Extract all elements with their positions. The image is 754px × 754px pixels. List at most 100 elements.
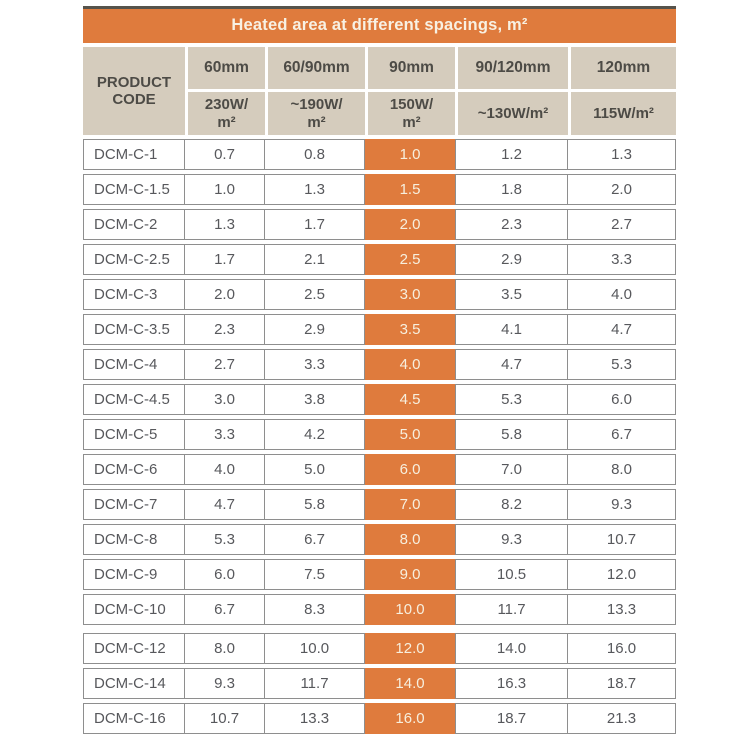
value-cell: 9.3 <box>185 668 265 699</box>
product-code-cell: DCM-C-4 <box>83 349 185 380</box>
column-header-spacing: 90/120mm <box>455 47 568 89</box>
value-cell: 2.0 <box>568 174 676 205</box>
product-code-cell: DCM-C-10 <box>83 594 185 625</box>
value-cell: 14.0 <box>455 633 568 664</box>
value-cell: 3.3 <box>568 244 676 275</box>
value-cell: 11.7 <box>265 668 365 699</box>
value-cell: 16.3 <box>455 668 568 699</box>
product-code-cell: DCM-C-2 <box>83 209 185 240</box>
value-cell: 7.5 <box>265 559 365 590</box>
value-cell-highlighted: 14.0 <box>365 668 455 699</box>
product-code-cell: DCM-C-1.5 <box>83 174 185 205</box>
value-cell: 8.0 <box>185 633 265 664</box>
column-header-spacing: 120mm <box>568 47 676 89</box>
value-cell: 1.7 <box>185 244 265 275</box>
table-title: Heated area at different spacings, m² <box>83 6 676 43</box>
value-cell: 3.5 <box>455 279 568 310</box>
value-cell: 2.9 <box>265 314 365 345</box>
product-code-cell: DCM-C-6 <box>83 454 185 485</box>
value-cell-highlighted: 2.0 <box>365 209 455 240</box>
table-row: DCM-C-8 5.3 6.7 8.0 9.3 10.7 <box>83 524 676 555</box>
table-row: DCM-C-16 10.7 13.3 16.0 18.7 21.3 <box>83 703 676 734</box>
value-cell-highlighted: 9.0 <box>365 559 455 590</box>
column-header-spacing: 60mm <box>185 47 265 89</box>
value-cell-highlighted: 5.0 <box>365 419 455 450</box>
value-cell-highlighted: 7.0 <box>365 489 455 520</box>
value-cell: 7.0 <box>455 454 568 485</box>
value-cell: 6.0 <box>185 559 265 590</box>
value-cell: 6.7 <box>265 524 365 555</box>
value-cell-highlighted: 8.0 <box>365 524 455 555</box>
value-cell: 11.7 <box>455 594 568 625</box>
value-cell: 2.3 <box>455 209 568 240</box>
value-cell: 1.3 <box>185 209 265 240</box>
column-header-power: 230W/ m² <box>185 89 265 135</box>
product-code-cell: DCM-C-16 <box>83 703 185 734</box>
value-cell: 4.2 <box>265 419 365 450</box>
value-cell: 1.7 <box>265 209 365 240</box>
value-cell: 4.1 <box>455 314 568 345</box>
value-cell: 5.8 <box>455 419 568 450</box>
value-cell: 5.3 <box>455 384 568 415</box>
value-cell: 3.3 <box>185 419 265 450</box>
value-cell: 2.5 <box>265 279 365 310</box>
value-cell: 0.8 <box>265 139 365 170</box>
column-header-spacing: 90mm <box>365 47 455 89</box>
value-cell: 9.3 <box>568 489 676 520</box>
table-row: DCM-C-1.5 1.0 1.3 1.5 1.8 2.0 <box>83 174 676 205</box>
value-cell-highlighted: 16.0 <box>365 703 455 734</box>
value-cell-highlighted: 4.0 <box>365 349 455 380</box>
value-cell: 2.7 <box>568 209 676 240</box>
product-code-cell: DCM-C-3 <box>83 279 185 310</box>
value-cell: 8.0 <box>568 454 676 485</box>
table-row: DCM-C-14 9.3 11.7 14.0 16.3 18.7 <box>83 668 676 699</box>
heated-area-table: Heated area at different spacings, m² PR… <box>83 6 676 738</box>
column-header-power: 115W/m² <box>568 89 676 135</box>
value-cell: 5.3 <box>185 524 265 555</box>
value-cell: 21.3 <box>568 703 676 734</box>
product-code-cell: DCM-C-5 <box>83 419 185 450</box>
product-code-cell: DCM-C-7 <box>83 489 185 520</box>
value-cell-highlighted: 4.5 <box>365 384 455 415</box>
value-cell: 1.3 <box>568 139 676 170</box>
column-header-power: 150W/ m² <box>365 89 455 135</box>
value-cell: 9.3 <box>455 524 568 555</box>
column-header-power: ~190W/ m² <box>265 89 365 135</box>
product-code-cell: DCM-C-3.5 <box>83 314 185 345</box>
value-cell: 2.9 <box>455 244 568 275</box>
value-cell: 4.7 <box>185 489 265 520</box>
value-cell-highlighted: 6.0 <box>365 454 455 485</box>
value-cell: 2.1 <box>265 244 365 275</box>
table-row: DCM-C-12 8.0 10.0 12.0 14.0 16.0 <box>83 633 676 664</box>
value-cell: 10.0 <box>265 633 365 664</box>
value-cell-highlighted: 1.5 <box>365 174 455 205</box>
product-code-cell: DCM-C-1 <box>83 139 185 170</box>
table-row: DCM-C-2 1.3 1.7 2.0 2.3 2.7 <box>83 209 676 240</box>
product-code-cell: DCM-C-2.5 <box>83 244 185 275</box>
value-cell: 4.0 <box>568 279 676 310</box>
product-code-cell: DCM-C-4.5 <box>83 384 185 415</box>
value-cell: 2.3 <box>185 314 265 345</box>
table-row: DCM-C-6 4.0 5.0 6.0 7.0 8.0 <box>83 454 676 485</box>
table-row: DCM-C-3 2.0 2.5 3.0 3.5 4.0 <box>83 279 676 310</box>
table-row: DCM-C-2.5 1.7 2.1 2.5 2.9 3.3 <box>83 244 676 275</box>
value-cell: 13.3 <box>568 594 676 625</box>
table-row: DCM-C-9 6.0 7.5 9.0 10.5 12.0 <box>83 559 676 590</box>
value-cell-highlighted: 2.5 <box>365 244 455 275</box>
table-row: DCM-C-7 4.7 5.8 7.0 8.2 9.3 <box>83 489 676 520</box>
value-cell: 13.3 <box>265 703 365 734</box>
value-cell: 5.3 <box>568 349 676 380</box>
value-cell: 3.0 <box>185 384 265 415</box>
value-cell-highlighted: 1.0 <box>365 139 455 170</box>
value-cell: 6.0 <box>568 384 676 415</box>
product-code-cell: DCM-C-12 <box>83 633 185 664</box>
table-row: DCM-C-4 2.7 3.3 4.0 4.7 5.3 <box>83 349 676 380</box>
column-header-power: ~130W/m² <box>455 89 568 135</box>
value-cell: 16.0 <box>568 633 676 664</box>
value-cell: 1.0 <box>185 174 265 205</box>
table-row: DCM-C-5 3.3 4.2 5.0 5.8 6.7 <box>83 419 676 450</box>
column-header-spacing: 60/90mm <box>265 47 365 89</box>
value-cell-highlighted: 3.5 <box>365 314 455 345</box>
product-code-cell: DCM-C-14 <box>83 668 185 699</box>
value-cell: 10.5 <box>455 559 568 590</box>
